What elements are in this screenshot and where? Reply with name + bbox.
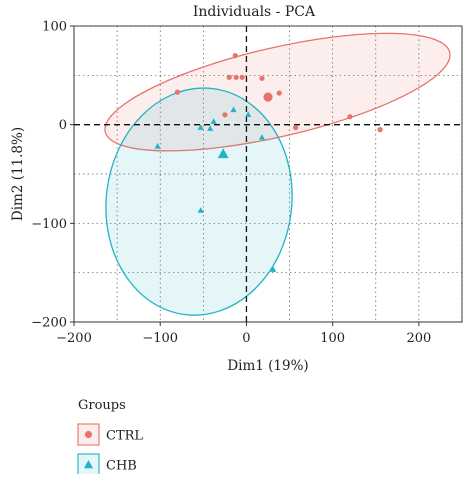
chart-title: Individuals - PCA	[193, 4, 316, 20]
point-ctrl	[377, 127, 383, 133]
centroid-chb	[217, 148, 229, 159]
point-chb	[197, 207, 204, 213]
point-ctrl	[276, 90, 282, 96]
x-tick-label: −100	[142, 331, 178, 346]
legend-item-chb: CHB	[77, 453, 137, 476]
point-ctrl	[174, 89, 181, 95]
reference-lines	[74, 26, 462, 322]
ellipse-chb	[105, 87, 293, 316]
legend: Groups CTRL CHB	[77, 398, 143, 476]
data-points	[154, 53, 383, 272]
point-ctrl	[292, 125, 299, 131]
x-tick-label: −200	[56, 331, 92, 346]
point-ctrl	[222, 112, 228, 118]
centroid-ctrl	[263, 92, 273, 102]
y-tick-label: 0	[59, 118, 67, 133]
point-chb	[270, 266, 277, 272]
y-tick-label: −200	[31, 316, 67, 331]
point-ctrl	[239, 74, 245, 80]
y-axis-label: Dim2 (11.8%)	[10, 127, 26, 221]
point-ctrl	[233, 74, 239, 80]
point-ctrl	[232, 53, 238, 59]
point-chb	[230, 106, 237, 113]
x-axis-label: Dim1 (19%)	[227, 358, 308, 374]
point-chb	[197, 124, 204, 130]
point-ctrl	[259, 75, 265, 81]
y-tick-label: −100	[31, 217, 67, 232]
point-chb	[245, 111, 252, 118]
x-tick-label: 0	[242, 331, 250, 346]
axis-ticks: −200 −100 0 100 200 100 0 −100 −200	[31, 20, 431, 347]
y-tick-label: 100	[42, 20, 67, 35]
legend-marker-circle	[84, 430, 93, 439]
legend-label-ctrl: CTRL	[106, 429, 143, 444]
legend-marker-triangle	[84, 460, 93, 469]
legend-label-chb: CHB	[106, 459, 137, 474]
x-tick-label: 100	[320, 331, 345, 346]
point-ctrl	[347, 114, 353, 120]
legend-item-ctrl: CTRL	[77, 423, 143, 446]
point-chb	[207, 125, 214, 131]
point-ctrl	[226, 74, 232, 80]
point-chb	[154, 142, 161, 149]
x-tick-label: 200	[406, 331, 431, 346]
point-chb	[210, 118, 217, 124]
point-chb	[258, 134, 266, 140]
legend-title: Groups	[78, 398, 126, 413]
